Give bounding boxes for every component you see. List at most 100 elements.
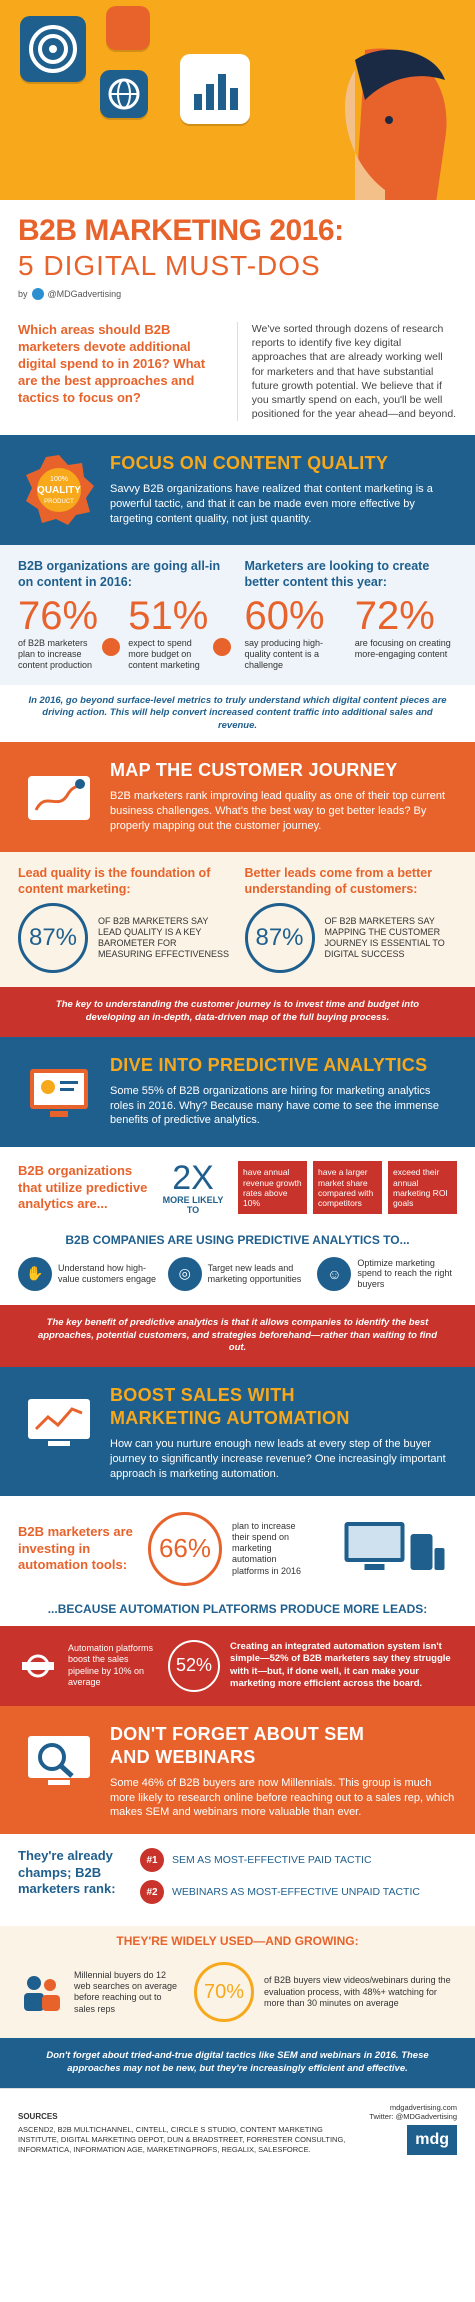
automation-stats: B2B marketers are investing in automatio… <box>0 1496 475 1602</box>
rank-number: #2 <box>140 1880 164 1905</box>
section-body: Some 46% of B2B buyers are now Millennia… <box>110 1776 455 1819</box>
rank-list: #1 SEM AS MOST-EFFECTIVE PAID TACTIC #2 … <box>140 1848 457 1912</box>
people-icon: ☺ <box>317 1256 352 1291</box>
multiplier-value: 2X <box>172 1158 214 1197</box>
stat-value: 72% <box>354 594 435 639</box>
page-title: B2B MARKETING 2016: <box>18 214 344 247</box>
sources-label: SOURCES <box>18 2111 58 2121</box>
because-heading: ...BECAUSE AUTOMATION PLATFORMS PRODUCE … <box>47 1601 428 1616</box>
sources: SOURCES ASCEND2, B2B MULTICHANNEL, CINTE… <box>18 2112 359 2155</box>
stat-text: expect to spend more budget on content m… <box>128 638 200 671</box>
section-sem-webinars: DON'T FORGET ABOUT SEM AND WEBINARS Some… <box>0 1705 475 1835</box>
integration-text: Creating an integrated automation system… <box>230 1641 451 1690</box>
byline-prefix: by <box>18 289 28 299</box>
rank-text: WEBINARS AS MOST-EFFECTIVE UNPAID TACTIC <box>172 1886 420 1899</box>
use-text: Optimize marketing spend to reach the ri… <box>357 1257 452 1290</box>
section-body: B2B marketers rank improving lead qualit… <box>110 789 446 832</box>
section-customer-journey: MAP THE CUSTOMER JOURNEY B2B marketers r… <box>0 741 475 852</box>
target-icon <box>20 16 86 82</box>
uses-title: B2B COMPANIES ARE USING PREDICTIVE ANALY… <box>65 1232 410 1247</box>
intro-answer: We've sorted through dozens of research … <box>236 322 457 422</box>
globe-icon <box>100 70 148 118</box>
stat-text: plan to increase their spend on marketin… <box>232 1520 302 1576</box>
twitter-link[interactable]: Twitter: @MDGadvertising <box>369 2111 457 2121</box>
bar-chart-icon <box>180 54 250 124</box>
stat-ring: 66% <box>148 1511 222 1586</box>
rank-number: #1 <box>140 1848 164 1873</box>
stat-ring: 70% <box>194 1962 254 2023</box>
map-icon <box>28 775 90 820</box>
use-item: ☺ Optimize marketing spend to reach the … <box>317 1256 457 1291</box>
twitter-icon <box>31 288 44 300</box>
sources-list: ASCEND2, B2B MULTICHANNEL, CINTELL, CIRC… <box>18 2124 346 2154</box>
webinar-text: of B2B buyers view videos/webinars durin… <box>264 1975 451 2008</box>
growth-block: THEY'RE WIDELY USED—AND GROWING: Millenn… <box>0 1926 475 2039</box>
mdg-logo: mdg <box>407 2124 457 2155</box>
automation-leads: Automation platforms boost the sales pip… <box>0 1625 475 1706</box>
section-note: Don't forget about tried-and-true digita… <box>0 2038 475 2088</box>
page-subtitle: 5 DIGITAL MUST-DOS <box>18 250 321 281</box>
benefit-pill: have annual revenue growth rates above 1… <box>238 1161 307 1215</box>
section-title-line2: MARKETING AUTOMATION <box>110 1408 350 1429</box>
site-link[interactable]: mdgadvertising.com <box>389 2102 457 2112</box>
section-note: The key benefit of predictive analytics … <box>0 1304 475 1368</box>
byline-handle[interactable]: @MDGadvertising <box>47 289 122 299</box>
automation-icon <box>28 1399 90 1447</box>
pipeline-text: Automation platforms boost the sales pip… <box>68 1643 154 1687</box>
analytics-icon <box>30 1068 88 1117</box>
multiplier: 2X MORE LIKELY TO <box>158 1161 228 1215</box>
intro: Which areas should B2B marketers devote … <box>0 308 475 435</box>
stat-text: are focusing on creating more-engaging c… <box>354 638 451 660</box>
section-body: How can you nurture enough new leads at … <box>110 1438 446 1480</box>
growth-stats: Millennial buyers do 12 web searches on … <box>0 1956 475 2038</box>
stat-ring: 87% <box>244 903 315 974</box>
use-item: ◎ Target new leads and marketing opportu… <box>167 1256 308 1291</box>
dollar-icon <box>212 638 231 657</box>
stat-text: of B2B marketers say lead quality is a k… <box>98 915 230 960</box>
target-icon: ◎ <box>167 1256 202 1291</box>
footer: SOURCES ASCEND2, B2B MULTICHANNEL, CINTE… <box>0 2087 475 2175</box>
hero-banner <box>0 0 475 200</box>
benefit-pill: have a larger market share compared with… <box>313 1161 382 1215</box>
section-title: DIVE INTO PREDICTIVE ANALYTICS <box>110 1054 428 1075</box>
stat-item: 76% of B2B marketers plan to increase co… <box>18 594 121 670</box>
section-body: Savvy B2B organizations have realized th… <box>110 483 433 525</box>
growth-title: THEY'RE WIDELY USED—AND GROWING: <box>116 1934 359 1949</box>
multiplier-text: MORE LIKELY TO <box>162 1194 224 1215</box>
stat-ring: 87% <box>18 903 88 974</box>
uses-list: ✋ Understand how high-value customers en… <box>0 1256 475 1305</box>
handshake-icon: ✋ <box>18 1256 52 1291</box>
stat-value: 76% <box>18 594 99 639</box>
hero-icons <box>0 0 300 200</box>
document-icon <box>102 638 121 657</box>
predictive-stats: B2B organizations that utilize predictiv… <box>0 1147 475 1229</box>
stats-heading-right: Better leads come from a better understa… <box>244 865 433 896</box>
content-stats: B2B organizations are going all-in on co… <box>0 545 475 685</box>
section-note: The key to understanding the customer jo… <box>0 987 475 1037</box>
section-marketing-automation: BOOST SALES WITH MARKETING AUTOMATION Ho… <box>0 1367 475 1496</box>
infographic: B2B MARKETING 2016: 5 DIGITAL MUST-DOS b… <box>0 0 475 2175</box>
rank-item: #1 SEM AS MOST-EFFECTIVE PAID TACTIC <box>140 1848 457 1873</box>
section-body: Some 55% of B2B organizations are hiring… <box>110 1084 439 1127</box>
section-note: In 2016, go beyond surface-level metrics… <box>28 694 447 731</box>
people-icon <box>24 1976 60 2012</box>
journey-stats: Lead quality is the foundation of conten… <box>0 851 475 988</box>
predictive-lead: B2B organizations that utilize predictiv… <box>18 1163 148 1211</box>
byline: by @MDGadvertising <box>18 288 457 300</box>
stat-value: 60% <box>244 594 325 639</box>
badge-bottom-text: PRODUCT <box>44 499 74 505</box>
use-text: Understand how high-value customers enga… <box>58 1262 157 1284</box>
benefit-pill: exceed their annual marketing ROI goals <box>388 1161 457 1215</box>
title-block: B2B MARKETING 2016: 5 DIGITAL MUST-DOS b… <box>0 200 475 308</box>
section-title-line2: AND WEBINARS <box>110 1746 256 1767</box>
section-title-line1: BOOST SALES WITH <box>110 1385 295 1406</box>
face-illustration <box>345 48 447 200</box>
stat-text: of B2B marketers say mapping the custome… <box>324 915 445 960</box>
millennial-text: Millennial buyers do 12 web searches on … <box>74 1969 178 2014</box>
predictive-benefits: have annual revenue growth rates above 1… <box>238 1161 457 1215</box>
section-title-line1: DON'T FORGET ABOUT SEM <box>110 1723 365 1744</box>
use-item: ✋ Understand how high-value customers en… <box>18 1256 158 1291</box>
stat-value: 51% <box>128 594 209 639</box>
pipeline-icon <box>22 1654 54 1678</box>
devices-icon <box>344 1521 445 1570</box>
